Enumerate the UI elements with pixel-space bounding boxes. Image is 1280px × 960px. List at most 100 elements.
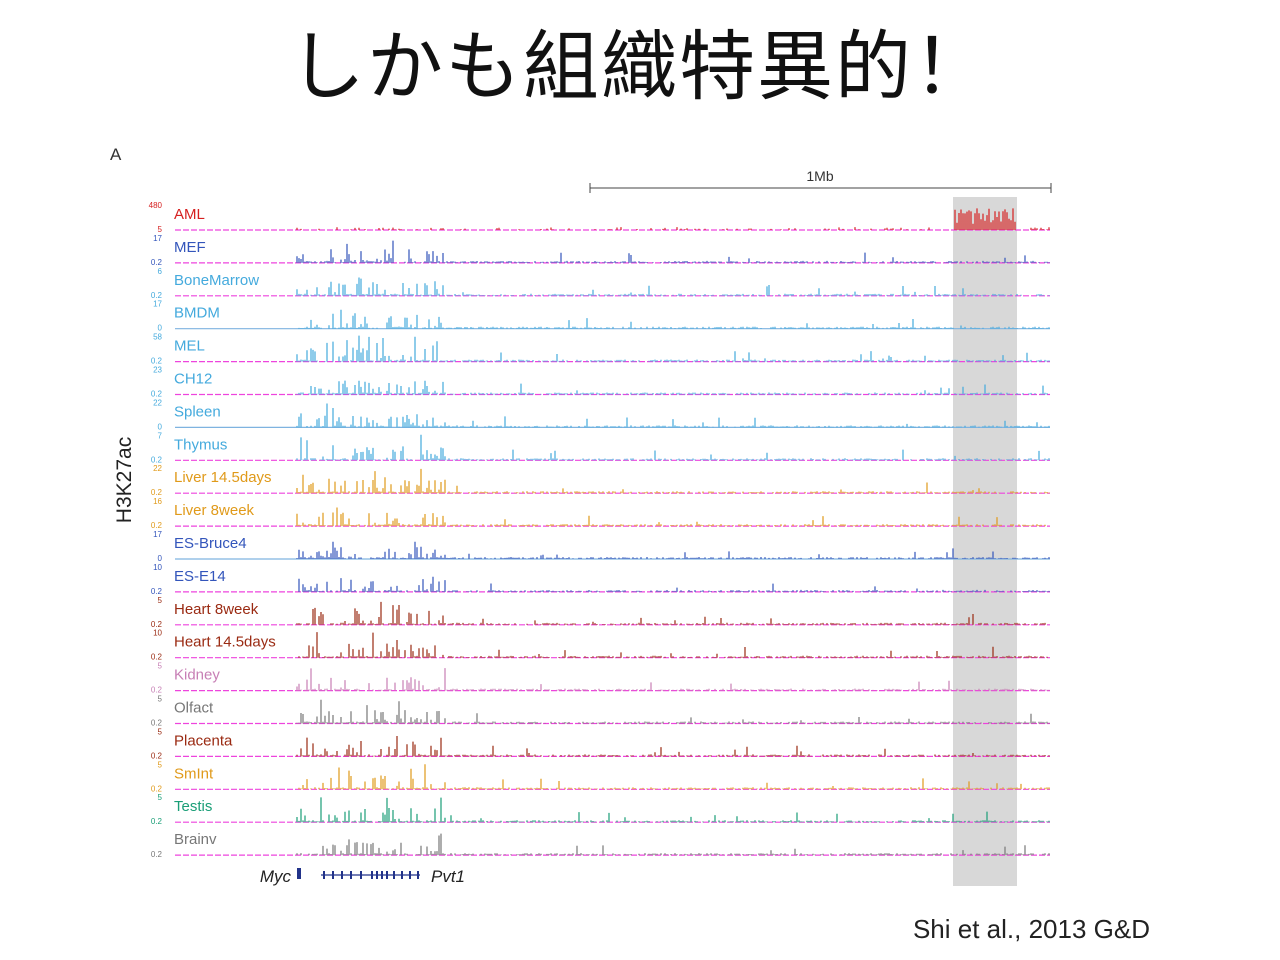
track-ymax: 5 [158,596,163,605]
track-ymax: 58 [153,333,162,342]
pvt1-exon [381,871,383,879]
tracks-group: AML4805MEF170.2BoneMarrow60.2BMDM170MEL5… [149,201,1050,859]
pvt1-exon [341,871,343,879]
track-label: ES-Bruce4 [174,535,247,552]
track-signal [298,576,1050,592]
pvt1-exon [350,871,352,879]
pvt1-exon [409,871,411,879]
track-ymax: 5 [158,727,163,736]
track-ymin: 5 [158,225,163,234]
track-signal [296,699,1050,724]
gene-annotation: Myc Pvt1 [260,867,465,886]
track-ymin: 0 [158,324,163,333]
track-signal [296,434,1050,461]
track-signal [296,208,1050,230]
track-ymin: 0.2 [151,488,163,497]
track-signal [296,380,1048,395]
track-label: CH12 [174,371,212,388]
track-heart-8week: Heart 8week 5 0.2 [151,596,1050,629]
track-ymax: 480 [149,201,163,210]
track-ymin: 0.2 [151,291,163,300]
track-brainv: Brainv 0.2 [151,831,1050,859]
track-ymax: 6 [158,267,163,276]
track-bmdm: BMDM 17 0 [153,300,1050,333]
track-kidney: Kidney 5 0.2 [151,662,1050,695]
track-ymin: 0.2 [151,620,163,629]
y-axis-label: H3K27ac [113,437,136,523]
track-ymax: 10 [153,563,162,572]
track-signal [296,468,1050,494]
track-label: Brainv [174,831,217,848]
track-signal [298,764,1050,790]
citation: Shi et al., 2013 G&D [912,914,1150,944]
track-ymin: 0.2 [151,521,163,530]
track-signal [298,632,1048,658]
myc-gene-mark [297,868,301,879]
track-label: SmInt [174,765,214,782]
track-ymax: 5 [158,760,163,769]
track-ymin: 0.2 [151,817,163,826]
track-ymin: 0.2 [151,850,163,859]
track-testis: Testis 5 0.2 [151,793,1050,826]
track-ymax: 22 [153,464,162,473]
track-ymin: 0 [158,554,163,563]
track-ymin: 0.2 [151,751,163,760]
track-ymax: 5 [158,662,163,671]
track-ymin: 0.2 [151,686,163,695]
panel-label: A [110,145,122,164]
track-ymax: 17 [153,530,162,539]
track-ymax: 5 [158,695,163,704]
track-ymin: 0.2 [151,357,163,366]
pvt1-exon [332,871,334,879]
track-label: Heart 8week [174,601,259,618]
track-label: Testis [174,798,212,815]
pvt1-exon [371,871,373,879]
pvt1-exon [417,871,419,879]
highlight-region [953,197,1017,886]
track-liver-14-5days: Liver 14.5days 22 0.2 [151,464,1050,497]
track-ymax: 22 [153,398,162,407]
track-ymin: 0.2 [151,653,163,662]
track-signal [296,403,1050,428]
track-label: Kidney [174,667,220,684]
track-ymin: 0.2 [151,719,163,728]
track-olfact: Olfact 5 0.2 [151,695,1050,728]
pvt1-gene-model [323,871,419,879]
track-ymax: 10 [153,629,162,638]
scale-bar: 1Mb [589,168,1052,193]
track-ymin: 0.2 [151,587,163,596]
track-signal [296,668,1050,691]
track-label: Olfact [174,700,214,717]
track-ymin: 0.2 [151,784,163,793]
track-signal [296,541,1050,559]
track-es-bruce4: ES-Bruce4 17 0 [153,530,1050,563]
track-signal [296,335,1050,362]
track-label: MEL [174,338,205,355]
pvt1-exon [401,871,403,879]
track-ymax: 7 [158,431,163,440]
track-ymin: 0 [158,422,163,431]
track-mef: MEF 17 0.2 [151,234,1050,267]
track-aml: AML 480 5 [149,201,1050,234]
track-label: AML [174,206,205,223]
track-label: Liver 14.5days [174,469,272,486]
track-ymax: 16 [153,497,162,506]
track-es-e14: ES-E14 10 0.2 [151,563,1050,596]
track-label: ES-E14 [174,568,226,585]
track-ymin: 0.2 [151,455,163,464]
track-smint: SmInt 5 0.2 [151,760,1050,793]
track-signal [296,507,1046,527]
track-signal [296,797,1050,823]
gene-label-myc: Myc [260,867,292,886]
track-ymin: 0.2 [151,390,163,399]
track-placenta: Placenta 5 0.2 [151,727,1050,760]
track-thymus: Thymus 7 0.2 [151,431,1050,464]
track-label: BoneMarrow [174,272,259,289]
gene-label-pvt1: Pvt1 [431,867,465,886]
track-signal [296,601,1046,625]
track-mel: MEL 58 0.2 [151,333,1050,366]
pvt1-exon [386,871,388,879]
track-ymax: 23 [153,366,162,375]
track-signal [296,240,1050,263]
track-ch12: CH12 23 0.2 [151,366,1050,399]
